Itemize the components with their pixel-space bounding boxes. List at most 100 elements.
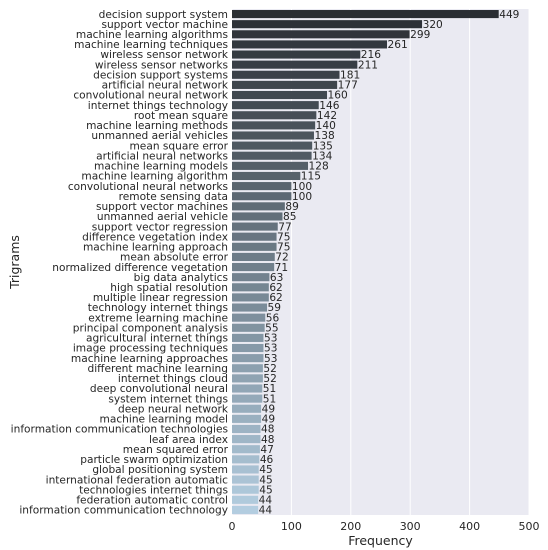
category-label: mean absolute error — [120, 252, 229, 264]
category-label: convolutional neural network — [73, 90, 229, 102]
bar — [232, 364, 263, 373]
category-label: support vector machines — [96, 201, 228, 213]
category-label: decision support systems — [93, 69, 228, 81]
category-label: internet things technology — [88, 100, 228, 112]
value-label: 299 — [410, 29, 430, 41]
category-label: machine learning model — [100, 414, 228, 426]
category-label: difference vegetation index — [82, 231, 228, 243]
category-label: support vector machine — [101, 19, 228, 31]
value-label: 63 — [270, 272, 283, 284]
value-label: 89 — [285, 201, 298, 213]
category-label: machine learning methods — [86, 120, 228, 132]
value-label: 134 — [312, 150, 332, 162]
value-label: 85 — [283, 211, 296, 223]
category-label: root mean square — [134, 110, 228, 122]
x-tick-label: 0 — [229, 520, 236, 533]
category-label: agricultural internet things — [86, 333, 228, 345]
value-label: 51 — [263, 383, 276, 395]
value-label: 261 — [388, 39, 408, 51]
category-label: artificial neural networks — [96, 150, 228, 162]
value-label: 49 — [262, 403, 275, 415]
x-tick-label: 200 — [340, 520, 361, 533]
value-label: 48 — [261, 424, 275, 436]
category-label: machine learning techniques — [74, 39, 228, 51]
bar — [232, 485, 259, 494]
bar — [232, 404, 262, 413]
value-label: 48 — [261, 434, 275, 446]
value-label: 55 — [265, 322, 278, 334]
category-label: machine learning approaches — [71, 353, 228, 365]
x-tick-label: 500 — [519, 520, 540, 533]
value-label: 46 — [260, 454, 274, 466]
value-label: 142 — [317, 110, 337, 122]
category-label: particle swarm optimization — [80, 454, 228, 466]
value-label: 71 — [275, 262, 288, 274]
bar — [232, 182, 292, 191]
value-label: 53 — [264, 343, 277, 355]
y-axis-title: Trigrams — [7, 235, 22, 290]
bar — [232, 151, 312, 160]
x-axis-title: Frequency — [348, 533, 413, 548]
value-label: 181 — [340, 69, 360, 81]
bar — [232, 445, 260, 454]
bar — [232, 20, 423, 29]
bar — [232, 303, 268, 312]
bars — [232, 10, 499, 514]
bar — [232, 495, 259, 504]
value-label: 45 — [259, 484, 272, 496]
category-label: multiple linear regression — [93, 292, 228, 304]
value-label: 100 — [292, 181, 312, 193]
category-label: big data analytics — [134, 272, 228, 284]
bar — [232, 101, 319, 110]
category-label: image processing techniques — [73, 343, 228, 355]
bar — [232, 343, 264, 353]
category-label: different machine learning — [88, 363, 228, 375]
bar — [232, 10, 499, 19]
value-label: 320 — [423, 19, 443, 31]
x-tick-label: 300 — [400, 520, 421, 533]
bar — [232, 212, 283, 221]
value-label: 115 — [301, 171, 321, 183]
category-label: wireless sensor network — [100, 49, 228, 61]
bar — [232, 90, 328, 100]
category-label: machine learning approach — [83, 242, 228, 254]
category-label: federation automatic control — [76, 495, 228, 507]
value-label: 211 — [358, 59, 378, 71]
value-label: 51 — [263, 393, 276, 405]
value-label: 216 — [361, 49, 381, 61]
bar — [232, 60, 358, 69]
bar — [232, 232, 277, 241]
bar — [232, 50, 361, 59]
category-label: extreme learning machine — [88, 312, 228, 324]
category-label: remote sensing data — [119, 191, 228, 203]
bar — [232, 293, 269, 302]
bar — [232, 171, 301, 181]
category-label: deep neural network — [118, 403, 229, 415]
category-label: technologies internet things — [79, 484, 228, 496]
value-label: 59 — [268, 302, 281, 314]
value-label: 52 — [263, 363, 276, 375]
bar — [232, 252, 275, 261]
category-label: unmanned aerial vehicles — [91, 130, 228, 142]
category-label: normalized difference vegetation — [52, 262, 228, 274]
bar — [232, 202, 285, 211]
value-label: 44 — [259, 495, 273, 507]
value-label: 53 — [264, 333, 277, 345]
category-label: machine learning models — [94, 161, 228, 173]
bar — [232, 131, 314, 140]
category-label: deep convolutional neural — [90, 383, 228, 395]
bar — [232, 30, 410, 39]
bar — [232, 435, 261, 444]
category-label: support vector regression — [92, 221, 228, 233]
bar — [232, 394, 263, 403]
bar — [232, 475, 259, 484]
bar — [232, 283, 269, 292]
bar — [232, 263, 275, 272]
value-label: 45 — [259, 474, 272, 486]
value-label: 45 — [259, 464, 272, 476]
value-label: 62 — [269, 282, 282, 294]
value-label: 75 — [277, 242, 290, 254]
category-label: information communication technology — [19, 505, 228, 517]
value-label: 135 — [313, 140, 333, 152]
